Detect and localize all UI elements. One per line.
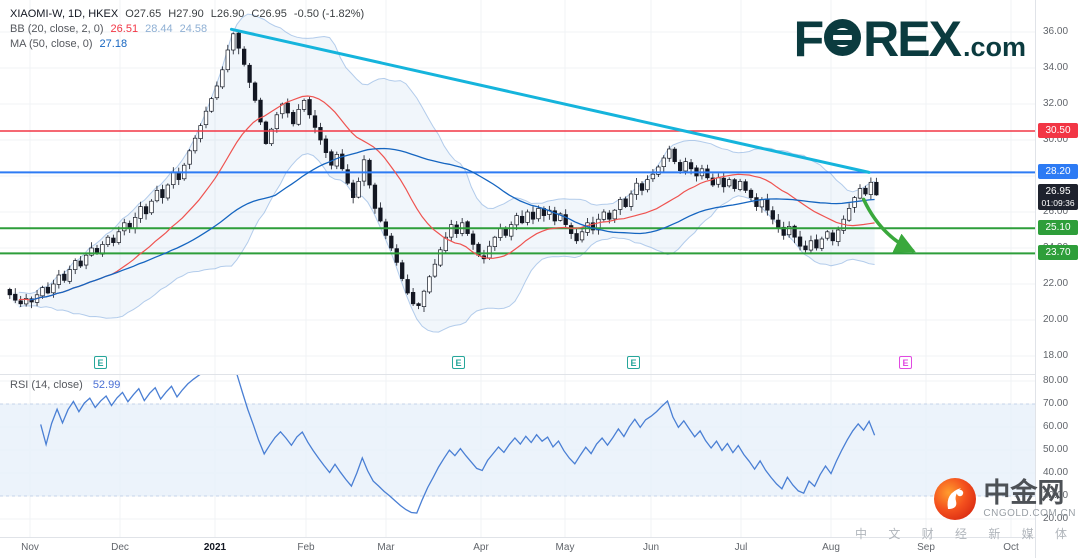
price-label-25.10: 25.10 [1038,220,1078,236]
symbol-row: XIAOMI-W, 1D, HKEX O27.65 H27.90 L26.90 … [10,7,364,22]
forex-logo-rex: REX [863,11,962,67]
month-label-Dec[interactable]: Dec [111,542,129,553]
countdown-timer: 01:09:36 [1041,197,1075,208]
rsi-label: RSI (14, close) [10,379,83,391]
rsi-legend: RSI (14, close) 52.99 [10,379,120,391]
cngold-tagline: 中 文 财 经 新 媒 体 [854,527,1076,541]
ma-row: MA (50, close, 0) 27.18 [10,37,364,52]
bollinger-lower-value: 24.58 [179,23,208,35]
bollinger-row: BB (20, close, 2, 0) 26.51 28.44 24.58 [10,22,364,37]
rsi-tick: 50.00 [1043,444,1069,455]
earnings-icon[interactable]: E [627,356,640,369]
month-label-Apr[interactable]: Apr [473,542,489,553]
bollinger-basis-value: 26.51 [110,23,139,35]
rsi-tick: 60.00 [1043,421,1069,432]
month-label-Nov[interactable]: Nov [21,542,39,553]
time-axis[interactable]: Nov Dec 2021 Feb Mar Apr May Jun Jul Aug Sep Oct [0,537,1035,558]
month-label-Aug[interactable]: Aug [822,542,840,553]
rsi-tick: 40.00 [1043,467,1069,478]
forex-logo-o-icon [824,19,862,56]
price-label-26.95: 26.95 01:09:36 [1038,183,1078,210]
forex-logo-f: F [793,11,825,67]
price-label-30.50: 30.50 [1038,123,1078,138]
price-tick: 22.00 [1043,278,1069,289]
symbol-title: XIAOMI-W, 1D, HKEX [10,8,119,20]
month-label-Mar[interactable]: Mar [377,542,395,553]
earnings-icon[interactable]: E [452,356,465,369]
rsi-tick: 20.00 [1043,513,1069,524]
month-label-2021[interactable]: 2021 [203,542,227,553]
ma-label: MA (50, close, 0) [10,38,93,50]
price-label-28.20: 28.20 [1038,164,1078,180]
price-tick: 32.00 [1043,98,1069,109]
price-tick: 20.00 [1043,314,1069,325]
month-label-Feb[interactable]: Feb [297,542,315,553]
high-value: H27.90 [168,8,204,20]
price-tick: 26.00 [1043,206,1069,217]
open-value: O27.65 [125,8,162,20]
change-value: -0.50 (-1.82%) [293,8,365,20]
pane-divider[interactable] [0,374,1035,375]
low-value: L26.90 [210,8,245,20]
month-label-Jul[interactable]: Jul [734,542,748,553]
cngold-watermark: 中金网 CNGOLD.COM.CN 中 文 财 经 新 媒 体 [855,477,1076,542]
ma-value: 27.18 [99,38,128,50]
month-label-Oct[interactable]: Oct [1003,542,1019,553]
month-label-May[interactable]: May [555,542,575,553]
month-label-Jun[interactable]: Jun [642,542,660,553]
cngold-name: 中金网 [983,478,1065,508]
price-label-23.70: 23.70 [1038,245,1078,261]
cngold-domain: CNGOLD.COM.CN [983,508,1076,519]
rsi-pane[interactable] [0,375,1035,537]
month-label-Sep[interactable]: Sep [917,542,935,553]
price-tick: 30.00 [1043,134,1069,145]
cngold-flame-icon [934,478,977,520]
rsi-tick: 80.00 [1043,375,1069,386]
price-tick: 34.00 [1043,62,1069,73]
earnings-icon[interactable]: E [899,356,912,369]
price-tick: 36.00 [1043,26,1069,37]
earnings-icon[interactable]: E [94,356,107,369]
forex-logo-com: .com [962,32,1026,62]
rsi-tick: 30.00 [1043,490,1069,501]
price-axis[interactable]: 36.0034.0032.0030.0028.0026.0024.0022.00… [1035,0,1080,558]
chart-legend: XIAOMI-W, 1D, HKEX O27.65 H27.90 L26.90 … [10,7,364,52]
close-value: C26.95 [251,8,287,20]
bollinger-upper-value: 28.44 [145,23,173,35]
bollinger-label: BB (20, close, 2, 0) [10,23,104,35]
rsi-value: 52.99 [92,379,121,391]
price-tick: 18.00 [1043,350,1069,361]
price-pane[interactable] [0,0,1035,374]
rsi-tick: 70.00 [1043,398,1069,409]
forex-logo: F REX .com [794,14,1026,64]
